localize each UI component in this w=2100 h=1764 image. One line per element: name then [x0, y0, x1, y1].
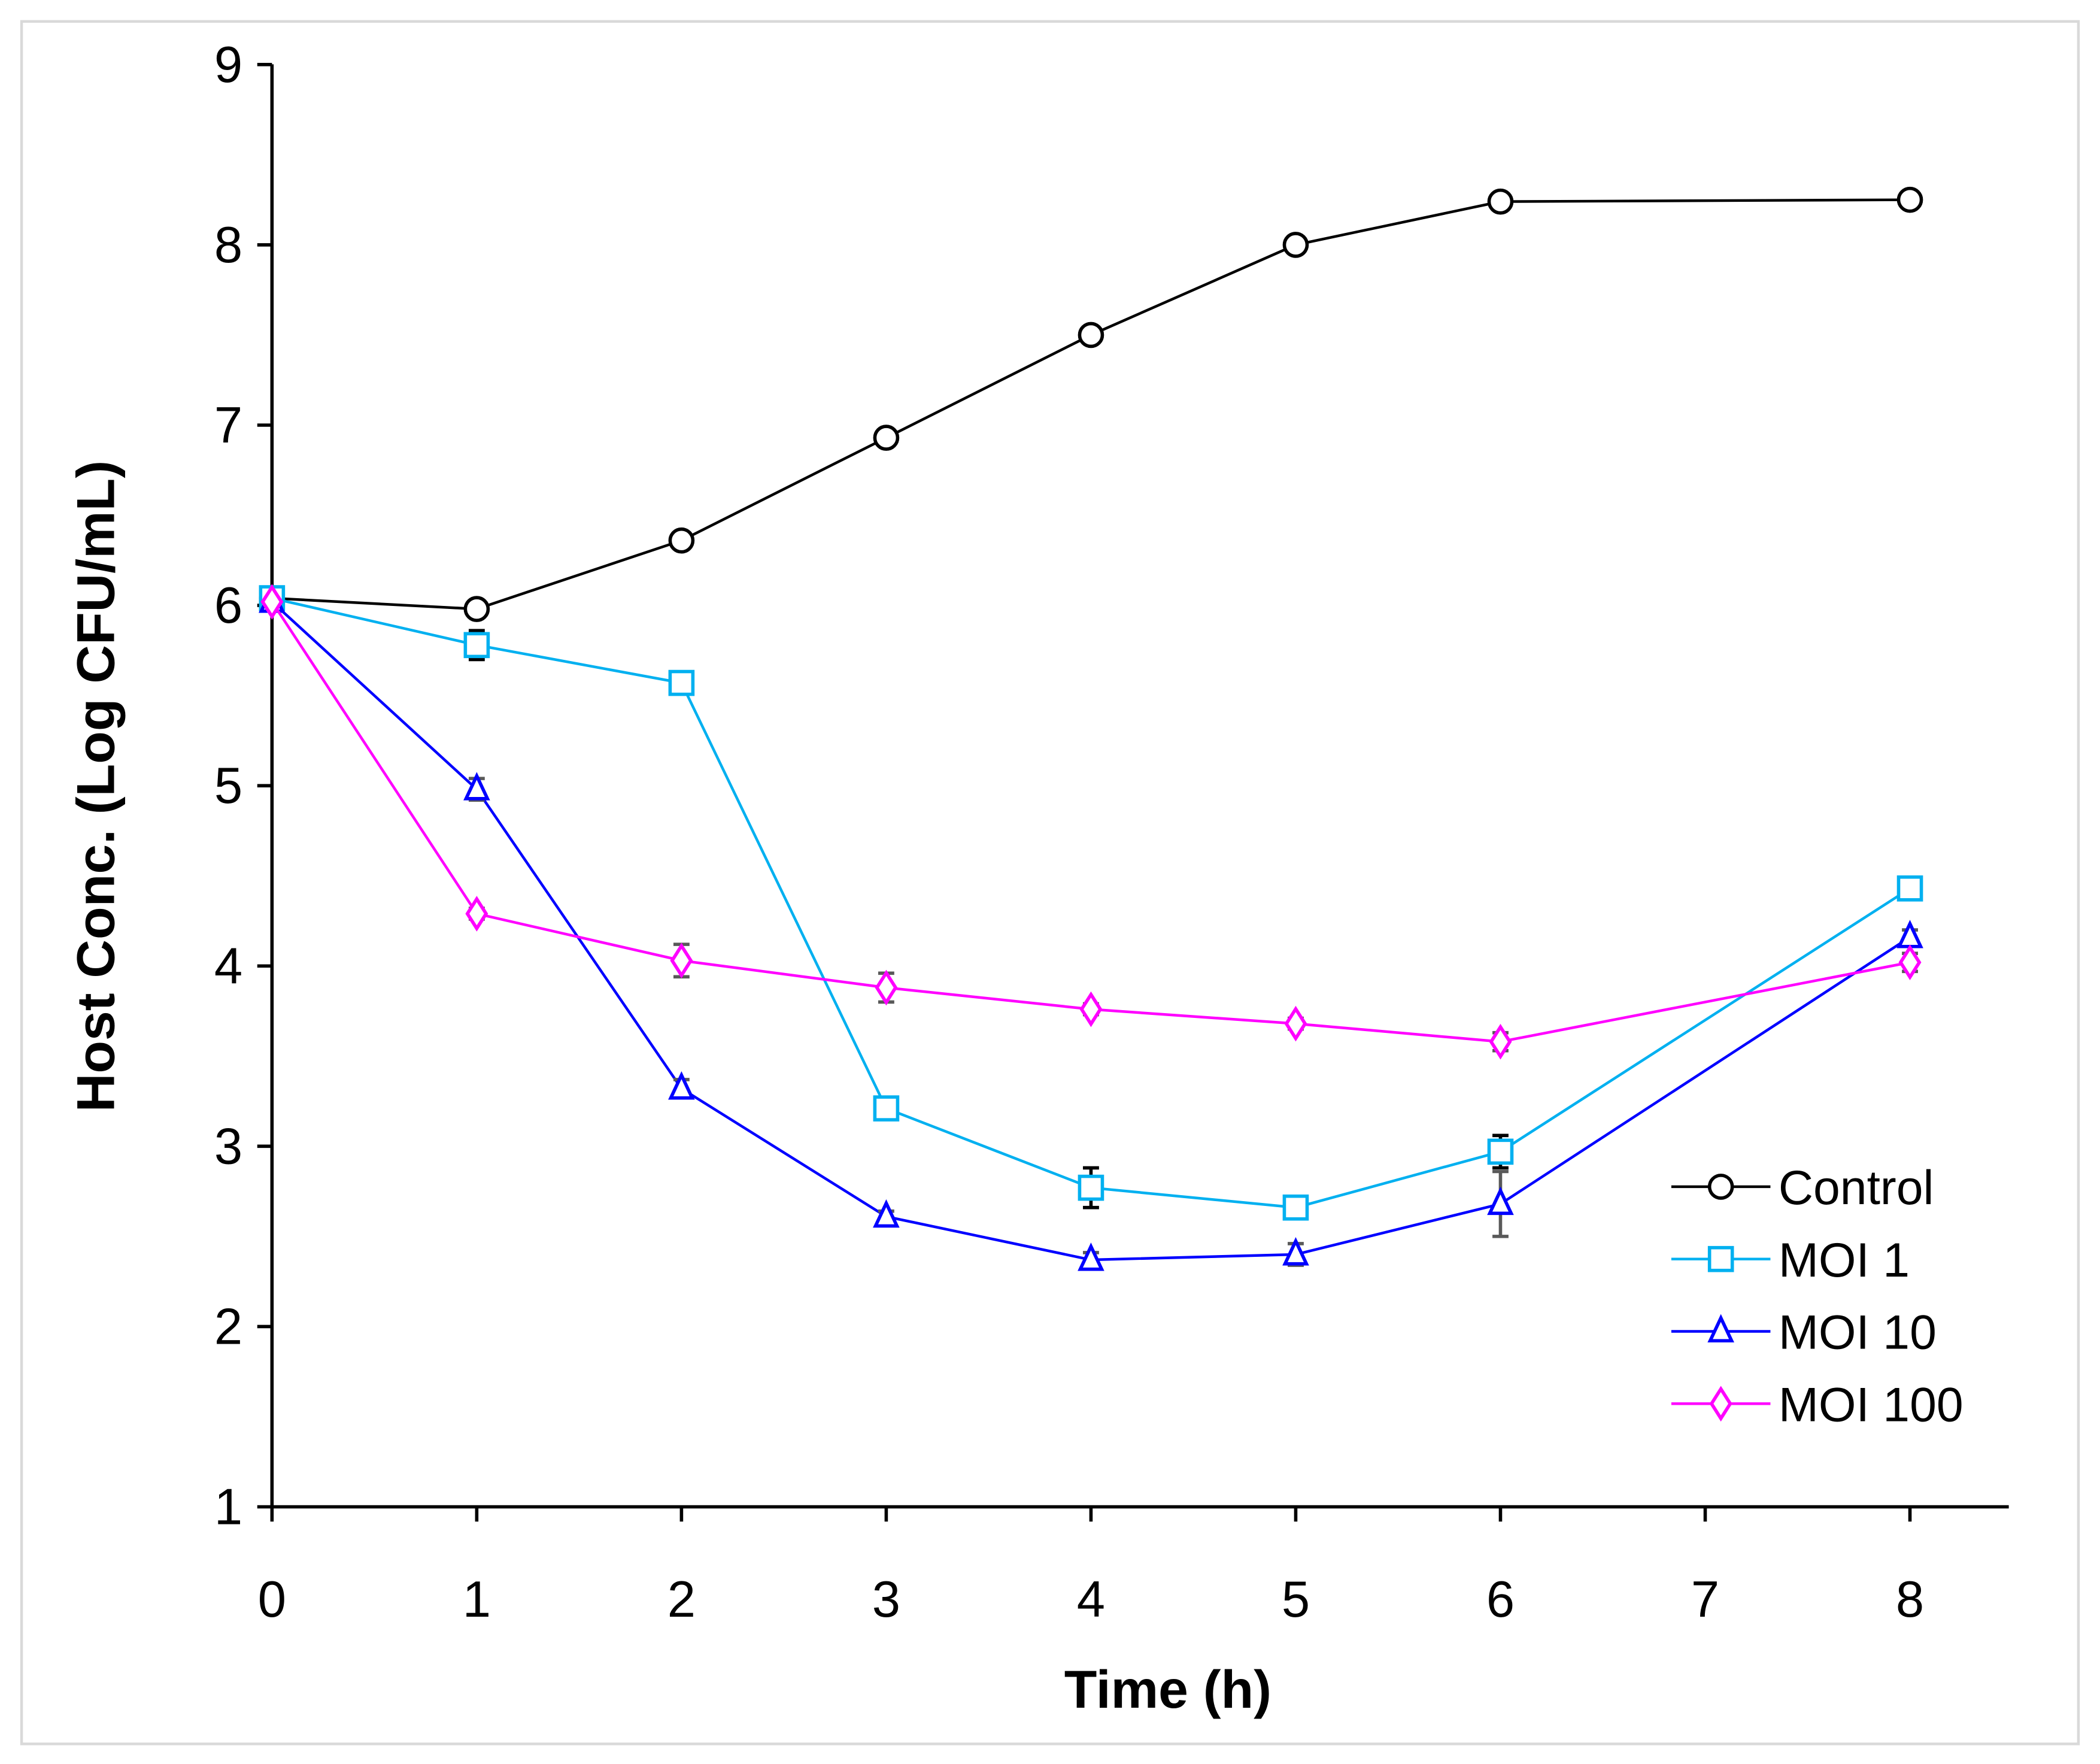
legend-marker [1707, 1314, 1734, 1342]
legend-item-moi-100: MOI 100 [1671, 1378, 1964, 1432]
x-tick-label: 6 [1486, 1571, 1515, 1628]
data-point-moi-100 [1489, 1023, 1512, 1060]
data-point-moi-1 [1896, 875, 1923, 902]
data-point-control [1487, 188, 1514, 215]
data-point-control [463, 596, 490, 622]
data-point-moi-10 [1078, 1242, 1104, 1271]
y-tick-label: 9 [214, 37, 242, 93]
x-tick-label: 5 [1282, 1571, 1310, 1628]
legend-marker [1707, 1245, 1734, 1272]
legend-item-moi-10: MOI 10 [1671, 1306, 1937, 1360]
data-point-moi-1 [873, 1095, 900, 1122]
data-point-control [873, 425, 900, 451]
series-moi-10 [259, 584, 1923, 1271]
legend-item-control: Control [1671, 1161, 1934, 1215]
data-point-moi-1 [463, 632, 490, 659]
data-point-moi-100 [670, 942, 693, 979]
x-axis-label: Time (h) [1064, 1659, 1271, 1719]
y-tick-label: 3 [214, 1118, 242, 1175]
x-tick-label: 3 [872, 1571, 900, 1628]
data-point-moi-10 [1282, 1237, 1309, 1266]
legend-label: MOI 100 [1779, 1378, 1964, 1432]
data-point-moi-100 [1284, 1005, 1307, 1042]
legend-label: MOI 1 [1779, 1233, 1910, 1287]
chart-border [20, 20, 2080, 1745]
x-tick-label: 0 [258, 1571, 286, 1628]
series-line-moi-10 [271, 601, 1911, 1262]
legend-label: MOI 10 [1779, 1306, 1937, 1360]
y-axis-label: Host Conc. (Log CFU/mL) [65, 460, 125, 1112]
legend: Control MOI 1 MOI 10 MOI 100 [1671, 1161, 1964, 1432]
y-tick-label: 7 [214, 397, 242, 454]
data-point-moi-100 [1079, 991, 1103, 1028]
x-tick-label: 4 [1077, 1571, 1105, 1628]
data-point-control [1078, 322, 1104, 348]
legend-marker [1709, 1386, 1732, 1422]
y-tick-label: 6 [214, 577, 242, 634]
x-tick-label: 7 [1691, 1571, 1719, 1628]
y-tick-label: 5 [214, 757, 242, 814]
data-point-moi-10 [668, 1071, 695, 1100]
y-tick-label: 8 [214, 217, 242, 274]
y-tick-label: 1 [214, 1479, 242, 1536]
series-control [259, 186, 1923, 622]
x-tick-label: 2 [667, 1571, 696, 1628]
legend-label: Control [1779, 1161, 1934, 1215]
data-point-moi-1 [668, 669, 695, 696]
data-point-moi-10 [463, 772, 490, 801]
data-point-moi-1 [1282, 1194, 1309, 1221]
data-point-moi-100 [875, 969, 898, 1006]
data-point-control [1896, 186, 1923, 213]
data-point-moi-1 [1487, 1138, 1514, 1165]
y-tick-label: 4 [214, 938, 242, 995]
legend-item-moi-1: MOI 1 [1671, 1233, 1910, 1287]
data-point-control [1282, 232, 1309, 258]
series-line-moi-1 [271, 596, 1911, 1209]
legend-marker [1707, 1174, 1734, 1200]
series-line-moi-100 [271, 601, 1910, 1043]
y-tick-label: 2 [214, 1299, 242, 1356]
plot-area [259, 186, 1923, 1271]
data-point-moi-100 [465, 896, 488, 932]
data-point-moi-100 [260, 584, 284, 620]
data-point-moi-100 [1898, 944, 1922, 981]
x-tick-label: 1 [463, 1571, 491, 1628]
data-point-moi-10 [873, 1199, 900, 1228]
data-point-moi-10 [1487, 1186, 1514, 1216]
data-point-control [668, 527, 695, 554]
x-tick-label: 8 [1896, 1571, 1924, 1628]
series-line-control [272, 198, 1910, 611]
series-moi-100 [260, 584, 1922, 1060]
data-point-moi-1 [1078, 1174, 1104, 1201]
